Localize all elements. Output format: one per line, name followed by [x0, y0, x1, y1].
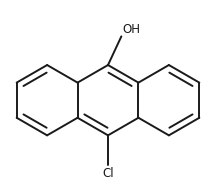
Text: Cl: Cl: [102, 167, 114, 180]
Text: OH: OH: [122, 23, 140, 36]
